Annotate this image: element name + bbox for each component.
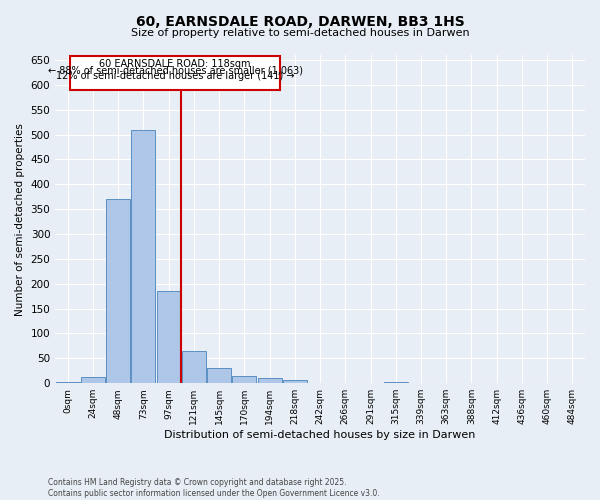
Text: 60, EARNSDALE ROAD, DARWEN, BB3 1HS: 60, EARNSDALE ROAD, DARWEN, BB3 1HS bbox=[136, 15, 464, 29]
Bar bbox=[56, 382, 80, 383]
Bar bbox=[384, 382, 408, 383]
Bar bbox=[283, 380, 307, 383]
Bar bbox=[257, 378, 281, 383]
Bar bbox=[207, 368, 231, 383]
Text: ← 88% of semi-detached houses are smaller (1,063): ← 88% of semi-detached houses are smalle… bbox=[47, 66, 302, 76]
Text: 12% of semi-detached houses are larger (141) →: 12% of semi-detached houses are larger (… bbox=[56, 72, 294, 82]
Text: Contains HM Land Registry data © Crown copyright and database right 2025.
Contai: Contains HM Land Registry data © Crown c… bbox=[48, 478, 380, 498]
Text: 60 EARNSDALE ROAD: 118sqm: 60 EARNSDALE ROAD: 118sqm bbox=[99, 59, 251, 69]
Bar bbox=[81, 377, 105, 383]
Text: Size of property relative to semi-detached houses in Darwen: Size of property relative to semi-detach… bbox=[131, 28, 469, 38]
FancyBboxPatch shape bbox=[70, 56, 280, 90]
Bar bbox=[182, 351, 206, 383]
Bar bbox=[106, 199, 130, 383]
Bar bbox=[131, 130, 155, 383]
Bar bbox=[232, 376, 256, 383]
X-axis label: Distribution of semi-detached houses by size in Darwen: Distribution of semi-detached houses by … bbox=[164, 430, 476, 440]
Y-axis label: Number of semi-detached properties: Number of semi-detached properties bbox=[15, 122, 25, 316]
Bar bbox=[157, 291, 181, 383]
